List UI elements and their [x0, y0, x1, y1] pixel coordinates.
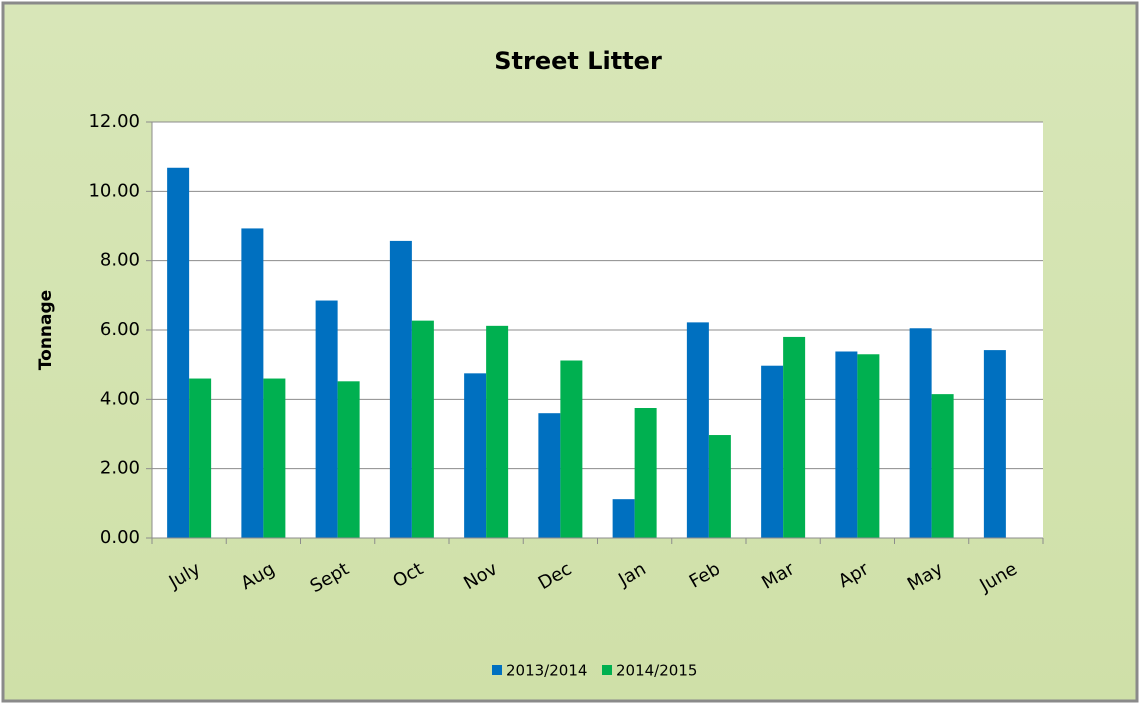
bar [708, 435, 731, 538]
bar [634, 408, 657, 538]
bar [686, 322, 709, 538]
bar [835, 351, 858, 538]
y-tick-label: 4.00 [100, 388, 140, 409]
y-tick-label: 0.00 [100, 527, 140, 548]
bar [337, 381, 360, 538]
legend-label: 2014/2015 [616, 662, 697, 680]
y-tick-label: 2.00 [100, 458, 140, 479]
bar [612, 499, 635, 538]
y-tick-label: 6.00 [100, 319, 140, 340]
bar [560, 360, 583, 538]
legend-swatch [492, 665, 502, 675]
bar [931, 394, 954, 538]
bar [389, 240, 412, 538]
bar [189, 378, 212, 538]
bar [909, 328, 932, 538]
bar [411, 320, 434, 538]
y-tick-label: 12.00 [88, 111, 140, 132]
bar [486, 325, 509, 538]
bar [315, 300, 338, 538]
bar [761, 365, 784, 538]
y-axis-label: Tonnage [36, 290, 56, 370]
y-tick-label: 8.00 [100, 250, 140, 271]
y-tick-label: 10.00 [88, 180, 140, 201]
legend-swatch [602, 665, 612, 675]
chart-title: Street Litter [494, 47, 662, 75]
bar [538, 413, 561, 538]
bar [783, 336, 806, 538]
bar [983, 350, 1006, 538]
bar [241, 228, 264, 538]
bar [857, 354, 880, 538]
bar [464, 373, 487, 538]
bar [167, 167, 190, 538]
bar [263, 378, 286, 538]
legend-label: 2013/2014 [506, 662, 587, 680]
